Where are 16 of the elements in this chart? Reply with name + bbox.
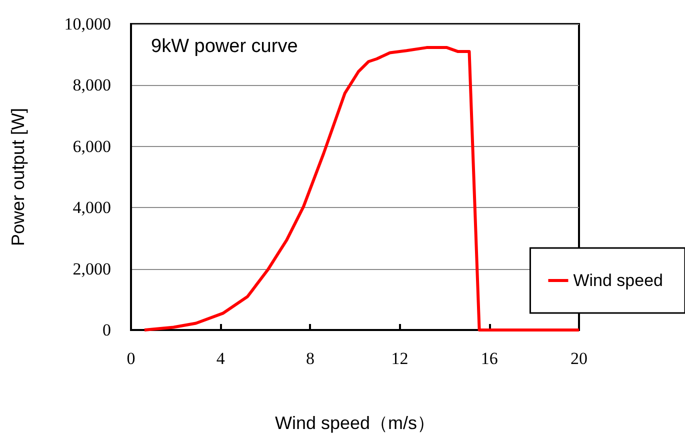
y-tick-label: 6,000: [72, 136, 111, 156]
y-tick-label: 4,000: [72, 198, 111, 218]
y-tick-label: 0: [102, 320, 111, 340]
y-tick-label: 10,000: [64, 14, 111, 34]
legend-label: Wind speed: [573, 271, 664, 290]
text: 9kW power curve: [151, 36, 298, 57]
y-axis-title: Power output [W]: [8, 108, 28, 246]
x-tick-label: 16: [480, 349, 498, 368]
y-tick-label: 8,000: [72, 76, 111, 95]
x-tick-label: 4: [216, 349, 226, 368]
x-tick-label: 0: [126, 349, 136, 368]
x-tick-label: 12: [391, 349, 408, 368]
x-tick-label: 20: [570, 349, 588, 368]
x-tick-label: 8: [306, 349, 314, 368]
x-axis-title: Wind speed（m/s）: [274, 413, 436, 433]
y-tick-label: 2,000: [72, 259, 111, 278]
